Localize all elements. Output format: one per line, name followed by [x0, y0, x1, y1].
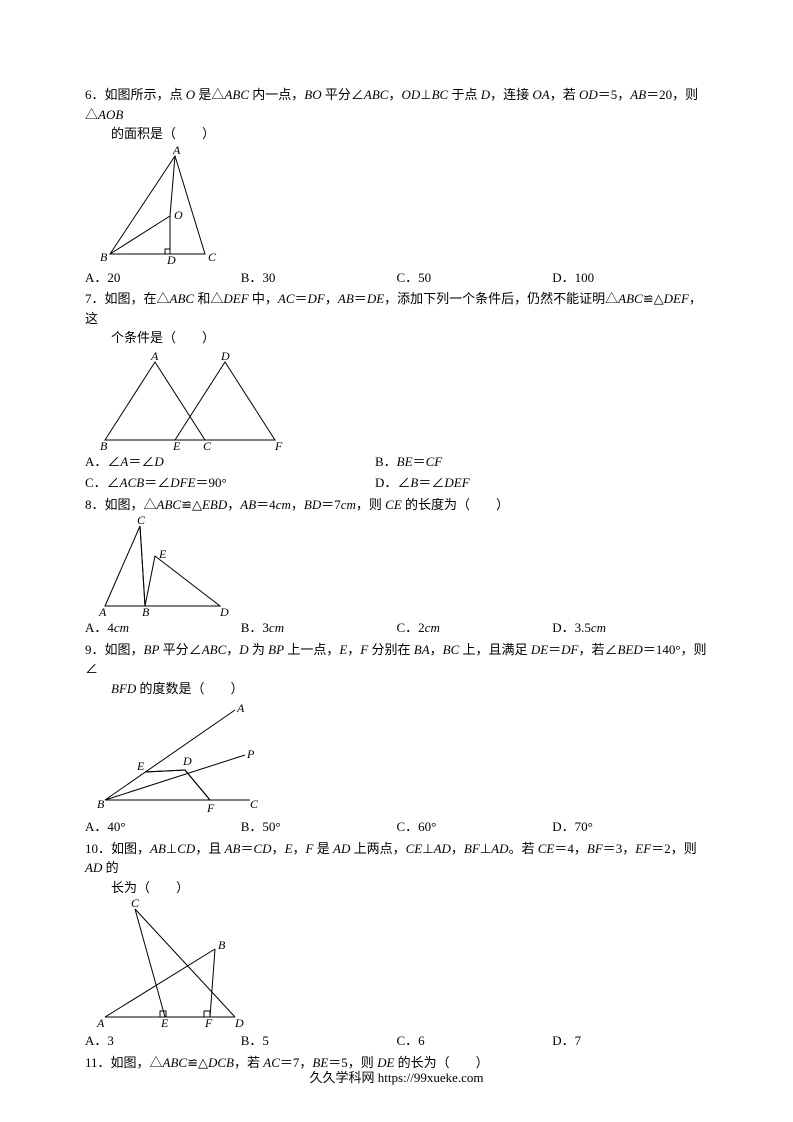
svg-text:B: B [97, 797, 105, 811]
q10-figure: C B A E F D [95, 899, 708, 1029]
q6-opt-a: A．20 [85, 268, 241, 288]
svg-text:E: E [172, 439, 181, 450]
q10-line1: 10．如图，AB⊥CD，且 AB＝CD，E，F 是 AD 上两点，CE⊥AD，B… [85, 839, 708, 878]
q7-opt-b: B．BE＝CF [375, 452, 665, 472]
q9-opt-d: D．70° [552, 817, 708, 837]
q7-opt-c: C．∠ACB＝∠DFE＝90° [85, 473, 375, 493]
svg-text:A: A [98, 605, 107, 616]
q8-opt-d: D．3.5cm [552, 618, 708, 638]
q10-num: 10． [85, 841, 111, 856]
question-6: 6．如图所示，点 O 是△ABC 内一点，BO 平分∠ABC，OD⊥BC 于点 … [85, 85, 708, 287]
svg-text:D: D [220, 350, 230, 363]
q9-options: A．40° B．50° C．60° D．70° [85, 817, 708, 837]
svg-text:D: D [219, 605, 229, 616]
q9-opt-b: B．50° [241, 817, 397, 837]
q8-opt-c: C．2cm [397, 618, 553, 638]
q9-num: 9． [85, 642, 105, 657]
svg-text:C: C [250, 797, 259, 811]
q7-options-row2: C．∠ACB＝∠DFE＝90° D．∠B＝∠DEF [85, 473, 708, 493]
q9-opt-a: A．40° [85, 817, 241, 837]
q7-figure: A D B E C F [95, 350, 708, 450]
q6-opt-c: C．50 [397, 268, 553, 288]
svg-text:A: A [96, 1016, 105, 1029]
q7-opt-d: D．∠B＝∠DEF [375, 473, 665, 493]
svg-text:C: C [203, 439, 212, 450]
svg-text:B: B [142, 605, 150, 616]
q6-line1: 6．如图所示，点 O 是△ABC 内一点，BO 平分∠ABC，OD⊥BC 于点 … [85, 85, 708, 124]
q8-num: 8． [85, 497, 105, 512]
svg-text:D: D [166, 253, 176, 266]
q7-opt-a: A．∠A＝∠D [85, 452, 375, 472]
q6-num: 6． [85, 87, 105, 102]
q6-line2: 的面积是（ ） [85, 124, 708, 144]
q7-num: 7． [85, 291, 105, 306]
svg-text:E: E [158, 547, 167, 561]
question-8: 8．如图，△ABC≌△EBD，AB＝4cm，BD＝7cm，则 CE 的长度为（ … [85, 495, 708, 638]
svg-text:C: C [137, 516, 146, 527]
q6-figure: A B C D O [95, 146, 708, 266]
svg-text:E: E [160, 1016, 169, 1029]
q7-line2: 个条件是（ ） [85, 328, 708, 348]
q8-opt-a: A．4cm [85, 618, 241, 638]
q7-options-row1: A．∠A＝∠D B．BE＝CF [85, 452, 708, 472]
svg-text:C: C [208, 250, 217, 264]
question-9: 9．如图，BP 平分∠ABC，D 为 BP 上一点，E，F 分别在 BA，BC … [85, 640, 708, 837]
q9-figure: A P B C E D F [95, 700, 708, 815]
q10-opt-c: C．6 [397, 1031, 553, 1051]
q9-opt-c: C．60° [397, 817, 553, 837]
q6-opt-b: B．30 [241, 268, 397, 288]
svg-text:O: O [174, 208, 183, 222]
svg-text:A: A [236, 701, 245, 715]
svg-text:D: D [234, 1016, 244, 1029]
q8-options: A．4cm B．3cm C．2cm D．3.5cm [85, 618, 708, 638]
svg-text:F: F [206, 801, 215, 815]
svg-text:B: B [100, 250, 108, 264]
q9-line1: 9．如图，BP 平分∠ABC，D 为 BP 上一点，E，F 分别在 BA，BC … [85, 640, 708, 679]
svg-text:B: B [218, 938, 226, 952]
q8-opt-b: B．3cm [241, 618, 397, 638]
question-7: 7．如图，在△ABC 和△DEF 中，AC＝DF，AB＝DE，添加下列一个条件后… [85, 289, 708, 493]
q10-opt-a: A．3 [85, 1031, 241, 1051]
q6-options: A．20 B．30 C．50 D．100 [85, 268, 708, 288]
q7-line1: 7．如图，在△ABC 和△DEF 中，AC＝DF，AB＝DE，添加下列一个条件后… [85, 289, 708, 328]
q8-figure: C E A B D [95, 516, 708, 616]
q10-line2: 长为（ ） [85, 878, 708, 898]
svg-text:E: E [136, 759, 145, 773]
page-footer: 久久学科网 https://99xueke.com [0, 1067, 793, 1086]
q6-opt-d: D．100 [552, 268, 708, 288]
q9-line2: BFD 的度数是（ ） [85, 679, 708, 699]
q10-opt-b: B．5 [241, 1031, 397, 1051]
q10-options: A．3 B．5 C．6 D．7 [85, 1031, 708, 1051]
q8-line1: 8．如图，△ABC≌△EBD，AB＝4cm，BD＝7cm，则 CE 的长度为（ … [85, 495, 708, 515]
svg-text:B: B [100, 439, 108, 450]
svg-text:F: F [204, 1016, 213, 1029]
svg-text:D: D [182, 754, 192, 768]
svg-text:C: C [131, 899, 140, 910]
q10-opt-d: D．7 [552, 1031, 708, 1051]
svg-text:F: F [274, 439, 283, 450]
svg-text:A: A [150, 350, 159, 363]
question-10: 10．如图，AB⊥CD，且 AB＝CD，E，F 是 AD 上两点，CE⊥AD，B… [85, 839, 708, 1051]
svg-text:A: A [172, 146, 181, 157]
svg-text:P: P [246, 747, 255, 761]
